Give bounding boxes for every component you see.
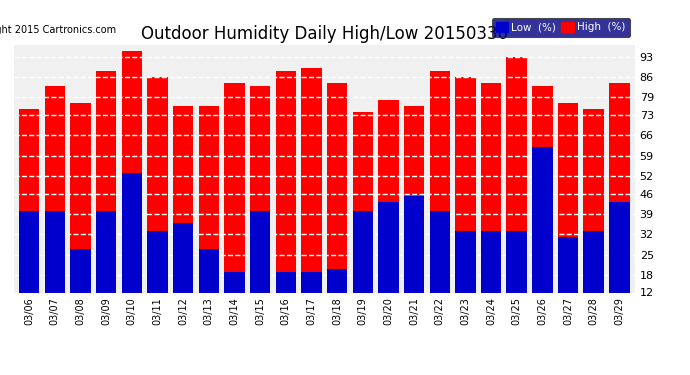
Bar <box>609 83 630 327</box>
Bar <box>173 106 193 327</box>
Bar <box>224 83 245 327</box>
Bar <box>455 77 475 327</box>
Bar <box>353 211 373 327</box>
Bar <box>558 103 578 327</box>
Bar <box>584 109 604 327</box>
Bar <box>429 211 450 327</box>
Bar <box>481 83 502 327</box>
Bar <box>404 196 424 327</box>
Bar <box>70 103 91 327</box>
Bar <box>199 106 219 327</box>
Legend: Low  (%), High  (%): Low (%), High (%) <box>491 18 629 37</box>
Bar <box>199 249 219 327</box>
Bar <box>609 202 630 327</box>
Bar <box>224 272 245 327</box>
Bar <box>70 249 91 327</box>
Bar <box>121 51 142 327</box>
Bar <box>404 106 424 327</box>
Bar <box>96 211 117 327</box>
Bar <box>481 231 502 327</box>
Bar <box>250 211 270 327</box>
Bar <box>378 202 399 327</box>
Bar <box>96 71 117 327</box>
Bar <box>173 223 193 327</box>
Bar <box>429 71 450 327</box>
Bar <box>302 68 322 327</box>
Bar <box>275 272 296 327</box>
Bar <box>558 237 578 327</box>
Bar <box>506 231 527 327</box>
Bar <box>302 272 322 327</box>
Bar <box>327 269 347 327</box>
Text: Copyright 2015 Cartronics.com: Copyright 2015 Cartronics.com <box>0 25 116 35</box>
Bar <box>147 231 168 327</box>
Bar <box>532 147 553 327</box>
Bar <box>147 77 168 327</box>
Bar <box>327 83 347 327</box>
Bar <box>45 211 65 327</box>
Bar <box>121 173 142 327</box>
Bar <box>455 231 475 327</box>
Bar <box>532 86 553 327</box>
Bar <box>584 231 604 327</box>
Bar <box>506 57 527 327</box>
Bar <box>378 100 399 327</box>
Bar <box>275 71 296 327</box>
Bar <box>250 86 270 327</box>
Bar <box>19 109 39 327</box>
Bar <box>19 211 39 327</box>
Bar <box>353 112 373 327</box>
Title: Outdoor Humidity Daily High/Low 20150330: Outdoor Humidity Daily High/Low 20150330 <box>141 26 508 44</box>
Bar <box>45 86 65 327</box>
